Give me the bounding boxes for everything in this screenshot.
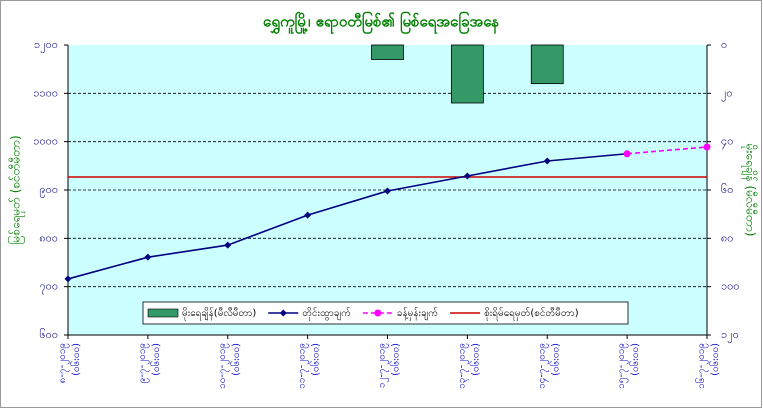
marker — [543, 157, 551, 165]
bar — [530, 44, 564, 85]
x-tick-label: ၈-၇-၂၀၁၉ — [57, 343, 70, 383]
legend-box — [142, 301, 629, 325]
y2-tick-label: ၄၀ — [721, 135, 733, 150]
y-tick-label: ၆၀၀ — [39, 328, 58, 341]
marker — [224, 241, 232, 249]
y2-tick-label: ၂၀ — [721, 86, 733, 101]
legend-marker — [374, 309, 382, 317]
y2-tick-label: ၈၀ — [721, 231, 733, 244]
legend-marker — [279, 309, 287, 317]
x-tick-label: (၀၆း၀၀) — [149, 343, 162, 376]
x-tick-label: (၀၆း၀၀) — [69, 343, 82, 376]
x-tick-label: ၁၂-၇-၂၀၁၉ — [377, 343, 390, 388]
x-tick-label: (၀၆း၀၀) — [708, 343, 721, 376]
marker — [384, 187, 391, 195]
x-tick-label: ၁၀-၇-၂၀၁၉ — [217, 343, 230, 389]
y-tick-label: ၉၀၀ — [39, 183, 58, 198]
marker — [144, 253, 152, 261]
bar — [371, 44, 404, 60]
y-tick-label: ၇၀၀ — [39, 280, 58, 295]
x-tick-label: ၁၆-၇-၂၀၁၉ — [694, 343, 709, 389]
legend-label: မိုးရေချိန်(မီလီမီတာ) — [182, 306, 256, 321]
x-tick-label: (၀၆း၀၀) — [389, 343, 402, 376]
x-tick-label: ၁၃-၇-၂၀၁၉ — [456, 343, 469, 389]
x-tick-label: ၉-၇-၂၀၁၉ — [137, 343, 150, 383]
x-tick-label: ၁၅-၇-၂၀၁၉ — [616, 343, 629, 389]
marker — [304, 211, 312, 219]
marker — [463, 172, 471, 180]
bar — [450, 44, 484, 104]
marker — [703, 143, 711, 151]
y2-axis-title: မိုးရေချိန် (မီလီမီတာ) — [741, 144, 759, 237]
x-tick-label: (၀၆း၀၀) — [309, 343, 322, 376]
y-tick-label: ၁၂၀၀ — [34, 38, 58, 53]
legend-label: တိုင်းထွာချက် — [302, 306, 351, 321]
marker — [623, 150, 631, 158]
line — [627, 146, 708, 155]
y2-tick-label: ၆၀ — [721, 183, 733, 196]
y2-tick-label: ၁၀၀ — [721, 280, 740, 293]
x-tick-label: (၀၆း၀၀) — [548, 343, 561, 376]
x-tick-label: (၀၆း၀၀) — [468, 343, 481, 376]
y-axis-title: မြစ်ရေမှတ် (စင်တီမီတာ) — [7, 135, 26, 244]
x-tick-label: ၁၄-၇-၂၀၁၉ — [536, 343, 549, 389]
x-tick-label: ၁၁-၇-၂၀၁၉ — [297, 343, 310, 389]
legend-swatch — [147, 308, 179, 318]
y-tick-label: ၁၁၀၀ — [33, 86, 58, 99]
y2-tick-label: ၀ — [721, 38, 727, 51]
y-tick-label: ၁၀၀၀ — [33, 135, 58, 148]
line — [67, 152, 628, 280]
legend-label: စိုးရိမ်ရေမှတ်(စင်တီမီတာ) — [484, 306, 579, 321]
y2-tick-label: ၁၂၀ — [721, 328, 739, 343]
x-tick-label: (၀၆း၀၀) — [628, 343, 641, 376]
marker — [64, 275, 72, 283]
legend-label: ခန့်မှန်းချက် — [397, 306, 438, 321]
y-tick-label: ၈၀၀ — [39, 231, 58, 244]
legend: မိုးရေချိန်(မီလီမီတာ) တိုင်းထွာချက် ခန့်မှ… — [142, 301, 629, 325]
x-tick-label: (၀၆း၀၀) — [229, 343, 242, 376]
